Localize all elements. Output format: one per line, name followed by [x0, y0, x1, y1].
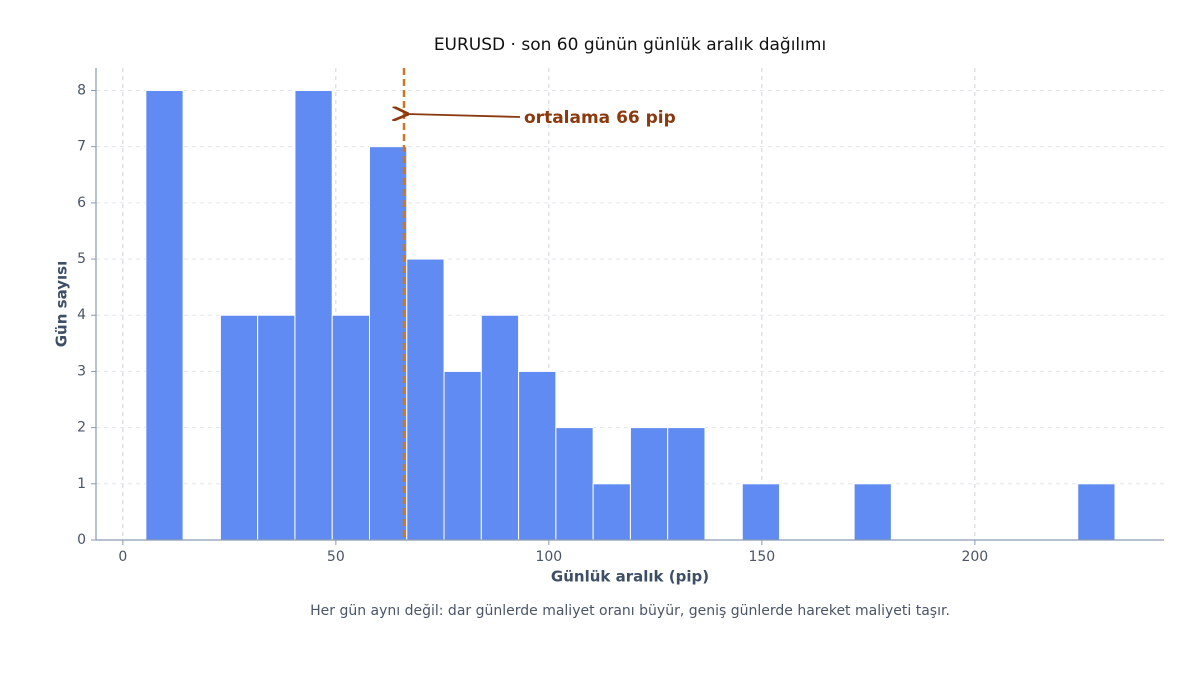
- y-tick-label: 1: [77, 476, 86, 492]
- y-tick-label: 2: [77, 420, 86, 436]
- x-tick-label: 0: [118, 549, 127, 565]
- bar: [219, 314, 259, 541]
- bar: [294, 89, 333, 541]
- y-tick-label: 6: [77, 195, 86, 211]
- y-tick-label: 7: [77, 139, 86, 155]
- x-tick-label: 200: [961, 549, 988, 565]
- bar: [853, 483, 892, 541]
- bar: [257, 314, 296, 541]
- bar: [1077, 483, 1116, 541]
- x-tick-label: 150: [748, 549, 775, 565]
- bar: [480, 314, 520, 541]
- caption: Her gün aynı değil: dar günlerde maliyet…: [310, 603, 950, 619]
- bar: [331, 314, 370, 541]
- bar: [518, 370, 557, 541]
- chart-title: EURUSD · son 60 günün günlük aralık dağı…: [434, 35, 826, 55]
- bar: [406, 258, 445, 541]
- y-tick-label: 4: [77, 307, 86, 323]
- annotation-arrow: [407, 114, 521, 117]
- bar: [368, 146, 408, 541]
- bar: [443, 370, 482, 541]
- bar: [555, 427, 594, 541]
- y-axis-label: Gün sayısı: [53, 261, 71, 347]
- x-tick-label: 50: [327, 549, 345, 565]
- y-tick-label: 3: [77, 363, 86, 379]
- bar: [629, 427, 669, 541]
- bar: [145, 89, 184, 541]
- x-axis-label: Günlük aralık (pip): [551, 568, 709, 586]
- bar: [667, 427, 706, 541]
- y-tick-label: 5: [77, 251, 86, 267]
- bar: [741, 483, 781, 541]
- x-tick-label: 100: [535, 549, 562, 565]
- y-tick-label: 0: [77, 532, 86, 548]
- bar: [592, 483, 631, 541]
- annotation: ortalama 66 pip: [524, 108, 676, 128]
- y-tick-label: 8: [77, 82, 86, 98]
